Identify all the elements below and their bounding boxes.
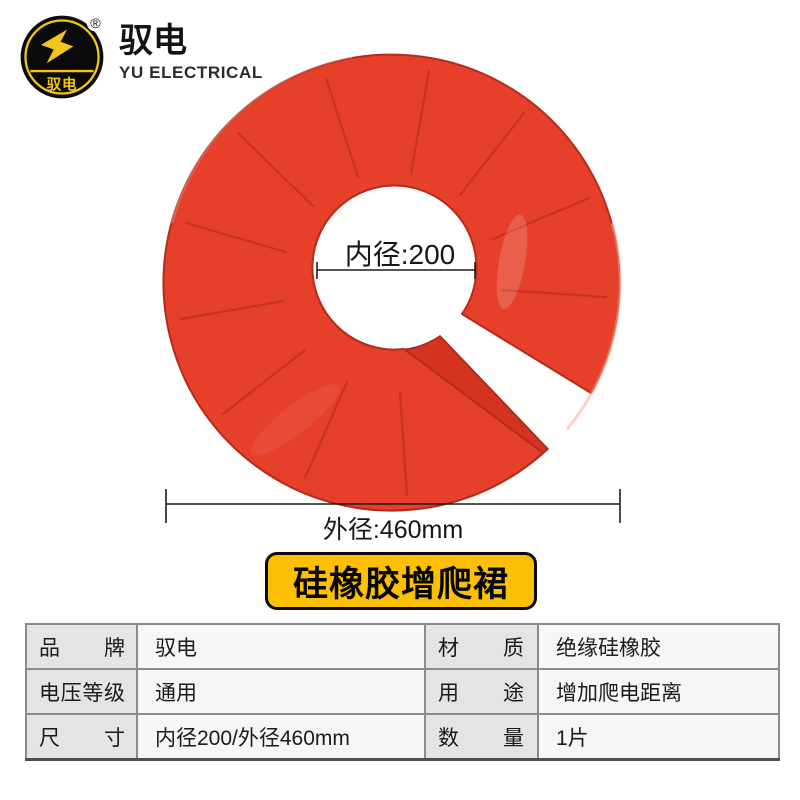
- brand-name-en: YU ELECTRICAL: [119, 62, 263, 82]
- table-row: 品牌 驭电 材质 绝缘硅橡胶: [25, 623, 780, 670]
- dimension-line-inner: [316, 262, 476, 279]
- product-title-banner: 硅橡胶增爬裙: [265, 552, 537, 610]
- spec-table: 品牌 驭电 材质 绝缘硅橡胶 电压等级 通用 用途 增加爬电距离 尺寸 内径20…: [25, 623, 780, 761]
- spec-value-usage: 增加爬电距离: [537, 668, 780, 715]
- inner-diameter-label: 内径:200: [344, 239, 456, 270]
- brand-wordmark: 驭电 YU ELECTRICAL: [119, 22, 263, 83]
- brand-header: 驭电 ® 驭电 YU ELECTRICAL: [18, 13, 263, 101]
- dimension-line-outer: [165, 489, 621, 523]
- spec-value-brand: 驭电: [136, 623, 426, 670]
- table-row: 电压等级 通用 用途 增加爬电距离: [25, 668, 780, 715]
- spec-value-material: 绝缘硅橡胶: [537, 623, 780, 670]
- brand-name-cn: 驭电: [119, 22, 187, 60]
- disc-glare-soft: [250, 384, 340, 456]
- spec-value-quantity: 1片: [537, 713, 780, 761]
- spec-label-size: 尺寸: [25, 713, 138, 761]
- logo-badge-text: 驭电: [47, 76, 78, 94]
- spec-label-material: 材质: [424, 623, 539, 670]
- yu-electrical-logo-icon: 驭电 ®: [20, 13, 105, 99]
- lightning-bolt-icon: [40, 29, 74, 64]
- disc-rim-highlight-top-left: [170, 55, 353, 224]
- disc-glare: [496, 214, 528, 310]
- table-row: 尺寸 内径200/外径460mm 数量 1片: [25, 713, 780, 761]
- disc-ridge-lines: [179, 69, 608, 497]
- spec-label-usage: 用途: [424, 668, 539, 715]
- registered-trademark-icon: ®: [90, 15, 101, 31]
- disc-rim-highlight-right: [565, 222, 622, 430]
- spec-value-size: 内径200/外径460mm: [136, 713, 426, 761]
- spec-label-brand: 品牌: [25, 623, 138, 670]
- spec-label-quantity: 数量: [424, 713, 539, 761]
- spec-value-voltage: 通用: [136, 668, 426, 715]
- spec-label-voltage: 电压等级: [25, 668, 138, 715]
- disc-main-body: [162, 53, 621, 512]
- outer-diameter-label: 外径:460mm: [322, 516, 464, 544]
